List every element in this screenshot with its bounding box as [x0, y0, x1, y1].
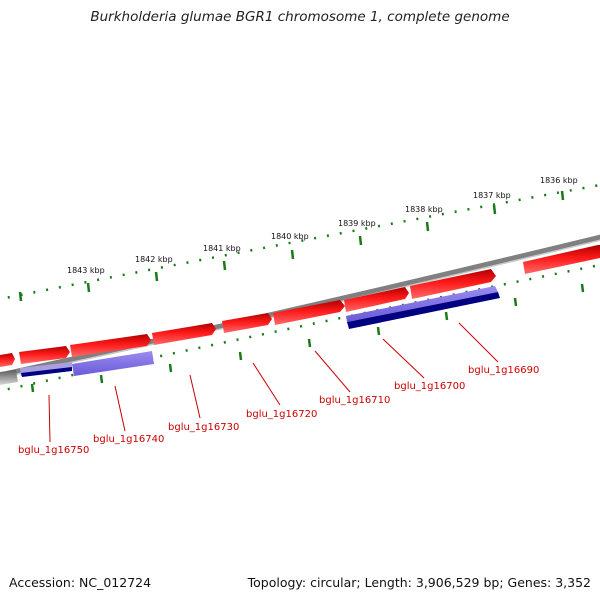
gene-arrow-reverse-shadow [347, 292, 500, 329]
gene-arrow-reverse [72, 351, 154, 376]
gene-arrow-forward [410, 269, 496, 299]
gene-arrow-forward [523, 245, 600, 274]
gene-labels: bglu_1g16690 bglu_1g16700 bglu_1g16710 b… [18, 365, 539, 456]
gene-label: bglu_1g16740 [93, 434, 164, 445]
scale-label-1841: 1841 kbp [203, 244, 241, 253]
scale-label-1838: 1838 kbp [405, 205, 443, 214]
forward-genes [0, 245, 600, 367]
gene-arrow-grey [0, 370, 18, 385]
gene-label: bglu_1g16710 [319, 395, 390, 406]
reverse-genes [0, 286, 500, 385]
topology-text: Topology: circular; Length: 3,906,529 bp… [247, 575, 591, 590]
scale-labels: 1836 kbp 1837 kbp 1838 kbp 1839 kbp 1840… [67, 176, 578, 275]
map-title: Burkholderia glumae BGR1 chromosome 1, c… [90, 9, 510, 25]
outer-major-ticks [18, 190, 565, 302]
gene-arrow-forward [344, 287, 409, 312]
outer-tick-track [0, 183, 600, 301]
accession-text: Accession: NC_012724 [9, 575, 152, 590]
gene-arrow-forward [19, 346, 70, 364]
scale-label-1840: 1840 kbp [271, 232, 309, 241]
scale-label-1837: 1837 kbp [473, 191, 511, 200]
gene-arrow-reverse [346, 286, 498, 322]
gene-arrow-forward [152, 323, 216, 345]
gene-arrow-forward [222, 313, 272, 333]
label-leaders [48, 322, 499, 443]
gene-label: bglu_1g16730 [168, 422, 239, 433]
gene-label: bglu_1g16690 [468, 365, 539, 376]
gene-arrow-forward [0, 353, 15, 367]
gene-arrow-reverse-shadow [21, 367, 72, 377]
gene-label: bglu_1g16700 [394, 381, 465, 392]
genome-backbone-line [0, 234, 600, 378]
scale-label-1836: 1836 kbp [540, 176, 578, 185]
gene-label: bglu_1g16750 [18, 445, 89, 456]
scale-label-1839: 1839 kbp [338, 219, 376, 228]
gene-label: bglu_1g16720 [246, 409, 317, 420]
gene-arrow-forward [273, 300, 345, 325]
inner-major-ticks [30, 283, 585, 393]
scale-label-1843: 1843 kbp [67, 266, 105, 275]
gene-arrow-forward [70, 334, 151, 357]
scale-label-1842: 1842 kbp [135, 255, 173, 264]
